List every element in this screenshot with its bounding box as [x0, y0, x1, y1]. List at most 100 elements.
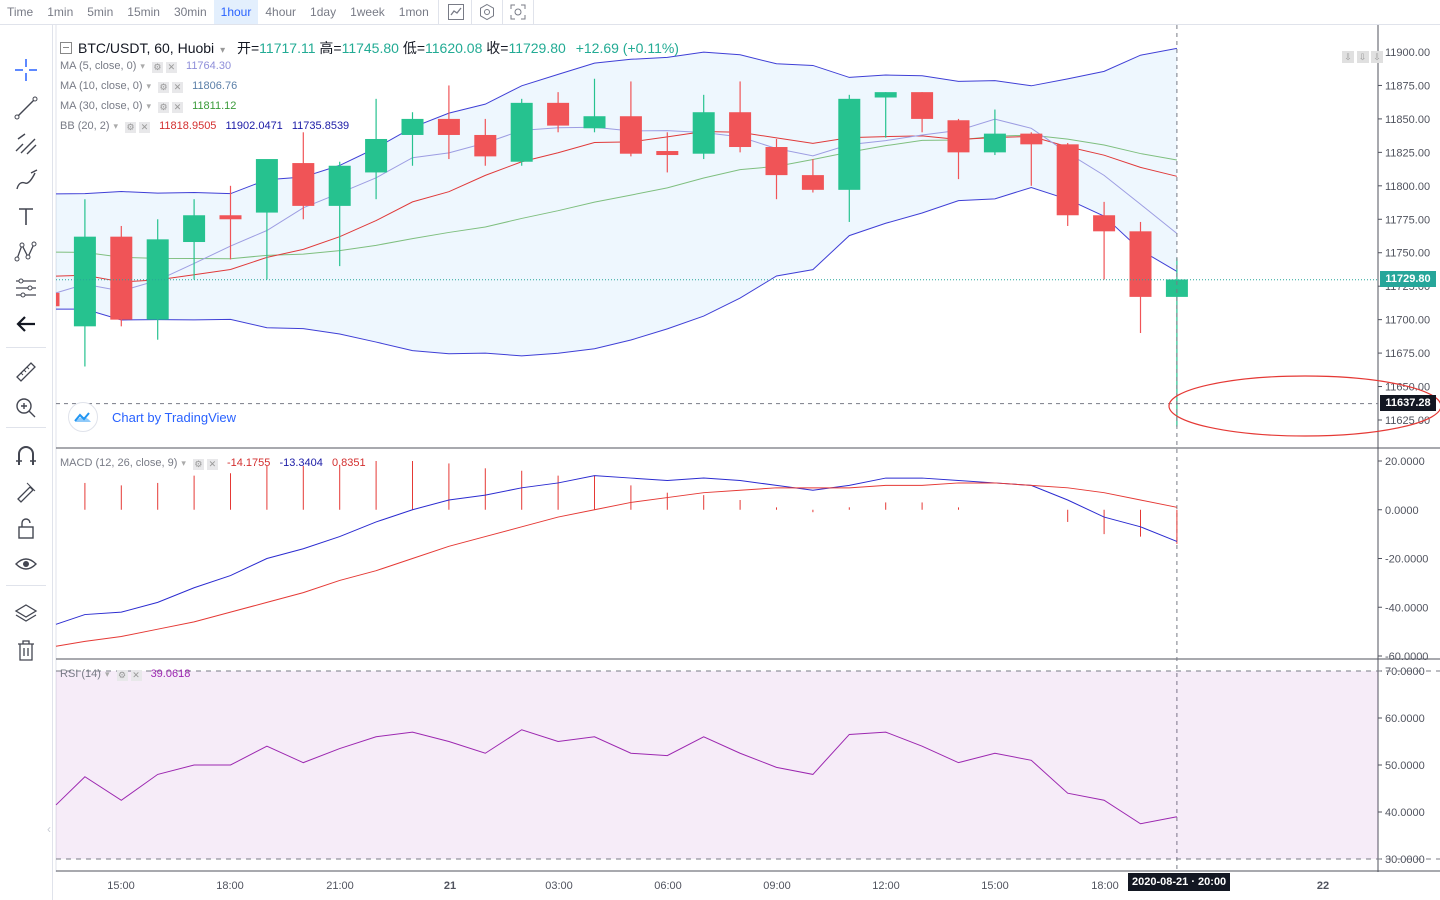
rsi-legend[interactable]: RSI (14) ▾ ⚙ ✕ 39.0618	[60, 668, 191, 681]
pattern-icon[interactable]	[11, 237, 41, 267]
candle-body	[474, 134, 497, 157]
symbol-legend: BTC/USDT, 60, Huobi ▾ 开=11717.11 高=11745…	[60, 38, 679, 58]
unlock-icon[interactable]	[11, 513, 41, 543]
close-icon[interactable]: ✕	[165, 62, 177, 73]
macd-signal-value: 0.8351	[331, 457, 366, 469]
eye-icon[interactable]	[11, 549, 41, 579]
collapse-legend-icon[interactable]	[60, 42, 72, 54]
crosshair-icon[interactable]	[11, 55, 41, 85]
collapse-handle-icon[interactable]: ‹	[47, 822, 51, 836]
close-icon[interactable]: ✕	[130, 670, 142, 681]
ma10-legend[interactable]: MA (10, close, 0) ▾ ⚙ ✕ 11806.76	[60, 80, 238, 93]
ma30-legend[interactable]: MA (30, close, 0) ▾ ⚙ ✕ 11811.12	[60, 100, 237, 113]
magnet-icon[interactable]	[11, 441, 41, 471]
time-tick-label: 21:00	[326, 880, 354, 892]
macd-legend[interactable]: MACD (12, 26, close, 9) ▾ ⚙ ✕ -14.1755 -13.…	[60, 457, 366, 470]
rsi-tick-label: 50.0000	[1385, 760, 1425, 772]
tradingview-watermark[interactable]: Chart by TradingView	[68, 402, 236, 432]
macd-tick-label: 0.0000	[1385, 505, 1419, 517]
back-arrow-icon[interactable]	[11, 309, 41, 339]
bollinger-band-fill	[56, 48, 1177, 356]
close-label: 收=	[486, 40, 509, 56]
settings-icon[interactable]: ⚙	[125, 122, 137, 133]
chart-type-icon[interactable]	[441, 0, 472, 24]
screenshot-icon[interactable]	[503, 0, 534, 24]
candle-body	[110, 236, 133, 320]
toolbar-divider	[6, 427, 46, 428]
candle-body	[729, 112, 752, 148]
price-tick-label: 11900.00	[1385, 47, 1430, 59]
macd-name: MACD (12, 26, close, 9)	[60, 457, 178, 469]
candle-body	[146, 239, 169, 320]
close-icon[interactable]: ✕	[206, 459, 218, 470]
timeframe-4hour[interactable]: 4hour	[265, 5, 297, 19]
open-value: 11717.11	[259, 40, 316, 56]
candle-body	[219, 215, 242, 220]
macd-tick-label: -40.0000	[1385, 602, 1428, 614]
candle-body	[692, 112, 715, 154]
candle-body	[656, 151, 679, 156]
macd-line-value: -13.3404	[279, 457, 323, 469]
toolbar-divider	[6, 347, 46, 348]
last-price-label: 11729.80	[1380, 271, 1436, 287]
lock-drawing-icon[interactable]	[11, 477, 41, 507]
macd-signal-line	[55, 482, 1177, 647]
layers-icon[interactable]	[11, 599, 41, 629]
price-tick-label: 11850.00	[1385, 114, 1430, 126]
settings-icon[interactable]: ⚙	[192, 459, 204, 470]
bb-lower-value: 11735.8539	[291, 120, 350, 132]
brush-icon[interactable]	[11, 165, 41, 195]
trash-icon[interactable]	[11, 635, 41, 665]
symbol-name[interactable]: BTC/USDT, 60, Huobi	[78, 40, 215, 56]
settings-icon[interactable]: ⚙	[151, 62, 163, 73]
rsi-value: 39.0618	[150, 668, 191, 680]
candle-body	[1093, 215, 1116, 232]
open-label: 开=	[236, 40, 260, 56]
time-tick-label: 12:00	[872, 880, 900, 892]
scale-toggle-icons[interactable]: ⇩ ⇩ ⇩	[1342, 51, 1384, 63]
close-icon[interactable]: ✕	[139, 122, 151, 133]
candle-body	[547, 102, 570, 126]
close-icon[interactable]: ✕	[172, 82, 184, 93]
timeframe-1week[interactable]: 1week	[350, 5, 385, 19]
text-icon[interactable]	[11, 201, 41, 231]
price-tick-label: 11625.00	[1385, 415, 1430, 427]
settings-icon[interactable]	[472, 0, 503, 24]
ruler-icon[interactable]	[11, 357, 41, 387]
close-icon[interactable]: ✕	[172, 102, 184, 113]
trend-line-icon[interactable]	[11, 93, 41, 123]
rsi-band-fill	[56, 671, 1378, 859]
timeframe-1min[interactable]: 1min	[47, 5, 74, 19]
timeframe-15min[interactable]: 15min	[127, 5, 160, 19]
candle-body	[56, 292, 60, 307]
fib-icon[interactable]	[11, 129, 41, 159]
settings-icon[interactable]: ⚙	[158, 82, 170, 93]
ma10-name: MA (10, close, 0)	[60, 80, 143, 92]
annotation-ellipse	[1168, 375, 1440, 437]
candle-body	[947, 120, 970, 153]
close-value: 11729.80	[508, 40, 566, 56]
timeframe-5min[interactable]: 5min	[87, 5, 114, 19]
bb-legend[interactable]: BB (20, 2) ▾ ⚙ ✕ 11818.9505 11902.0471 1173…	[60, 120, 350, 133]
rsi-tick-label: 60.0000	[1385, 713, 1425, 725]
zoom-in-icon[interactable]	[11, 393, 41, 423]
ma5-legend[interactable]: MA (5, close, 0) ▾ ⚙ ✕ 11764.30	[60, 60, 232, 73]
bollinger-upper-line	[55, 47, 1177, 195]
settings-icon[interactable]: ⚙	[158, 102, 170, 113]
timeframe-1day[interactable]: 1day	[310, 5, 337, 19]
bb-upper-value: 11902.0471	[225, 120, 283, 132]
tradingview-logo-icon	[68, 402, 98, 432]
price-tick-label: 11675.00	[1385, 348, 1430, 360]
candle-body	[401, 118, 424, 135]
ma5-name: MA (5, close, 0)	[60, 60, 137, 72]
settings-icon[interactable]: ⚙	[116, 670, 128, 681]
timeframe-30min[interactable]: 30min	[173, 5, 207, 19]
prediction-icon[interactable]	[11, 273, 41, 303]
timeframe-1mon[interactable]: 1mon	[398, 5, 429, 19]
timeframe-time[interactable]: Time	[7, 5, 34, 19]
timeframe-1hour[interactable]: 1hour	[213, 0, 259, 24]
time-tick-label: 18:00	[1091, 880, 1119, 892]
candle-body	[911, 92, 934, 119]
candle-body	[1129, 231, 1152, 297]
